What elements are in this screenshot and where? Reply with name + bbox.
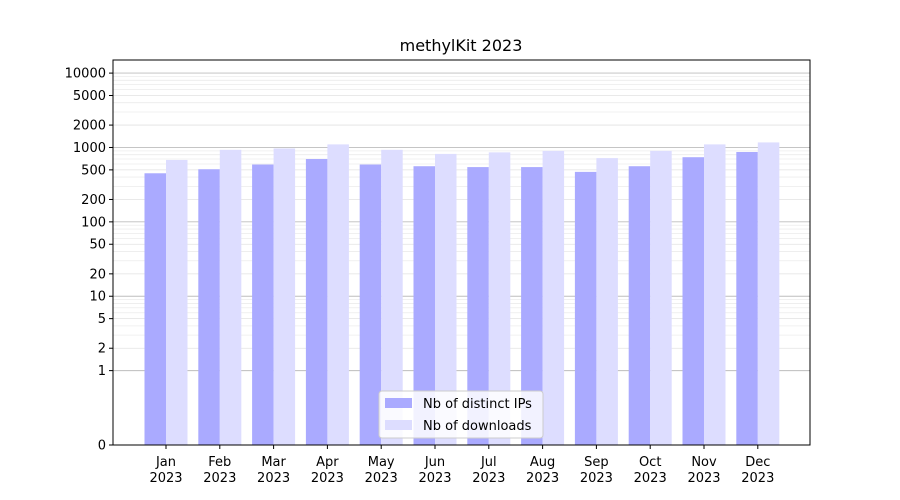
y-axis: 0 1 2 5 10 20 50 100 200 500 1000 2000 5000 10000 [65,67,113,454]
bar-downloads [596,158,618,445]
x-tick-label-line: 2023 [257,471,290,486]
x-tick-label-line: 2023 [203,471,236,486]
x-tick-label-line: Jan [155,455,176,470]
bar-downloads [704,144,726,445]
x-tick-label: Sep 2023 [580,455,613,486]
x-tick-label-line: 2023 [526,471,559,486]
y-tick-label: 50 [89,238,106,253]
legend-label-distinct-ips: Nb of distinct IPs [423,397,532,412]
bar-distinct-ips [305,158,328,445]
legend: Nb of distinct IPs Nb of downloads [378,390,544,439]
legend-label-downloads: Nb of downloads [423,419,532,434]
x-tick-label: Feb 2023 [203,455,236,486]
x-tick-label: Mar 2023 [257,455,290,486]
x-tick-label-line: Apr [316,455,339,470]
y-tick-label: 1000 [73,141,106,156]
y-tick-label: 5000 [73,89,106,104]
y-tick-label: 10000 [65,67,106,82]
bar-distinct-ips [574,171,597,445]
bar-downloads [650,150,672,446]
x-tick-label: Aug 2023 [526,455,559,486]
legend-box [378,390,544,439]
legend-swatch-downloads [385,420,412,430]
x-tick-label-line: 2023 [149,471,182,486]
y-tick-label: 1 [98,364,106,379]
x-tick-label-line: 2023 [580,471,613,486]
x-tick-label-line: Aug [530,455,555,470]
bar-distinct-ips [198,169,220,446]
y-tick-label: 2 [98,342,106,357]
x-tick-label-line: Dec [745,455,770,470]
legend-swatch-distinct-ips [385,398,412,408]
y-tick-label: 0 [98,439,106,454]
bar-downloads [327,144,349,445]
x-tick-label-line: Jun [424,455,445,470]
x-tick-label-line: Mar [261,455,286,470]
x-tick-label: Nov 2023 [687,455,720,486]
x-tick-label-line: 2023 [634,471,667,486]
bar-distinct-ips [736,151,758,445]
bar-distinct-ips [467,167,489,445]
bar-downloads [219,149,242,445]
y-tick-label: 20 [89,267,106,282]
x-tick-label-line: 2023 [365,471,398,486]
x-tick-label-line: Jul [480,455,497,470]
x-tick-label-line: 2023 [741,471,774,486]
x-tick-label: May 2023 [365,455,398,486]
y-tick-label: 5 [98,312,106,327]
bar-downloads [381,149,403,445]
x-tick-label-line: 2023 [472,471,505,486]
x-tick-label: Dec 2023 [741,455,774,486]
bar-downloads [435,153,457,445]
plot-frame [112,59,811,446]
bar-distinct-ips [144,173,166,445]
y-tick-label: 10 [89,290,106,305]
y-tick-label: 100 [81,215,106,230]
x-tick-label: Jun 2023 [418,455,451,486]
x-tick-label-line: Nov [691,455,717,470]
y-tick-label: 2000 [73,119,106,134]
x-tick-label: Apr 2023 [311,455,344,486]
x-tick-label: Jul 2023 [472,455,505,486]
bar-downloads [542,150,565,446]
y-tick-label: 200 [81,193,106,208]
bar-distinct-ips [413,166,435,446]
bar-distinct-ips [359,164,382,445]
x-tick-label-line: Oct [639,455,661,470]
x-tick-label-line: May [368,455,395,470]
x-tick-label-line: Sep [584,455,609,470]
bar-downloads [757,142,780,446]
bar-distinct-ips [682,157,704,445]
x-tick-label-line: 2023 [311,471,344,486]
bar-downloads [273,148,296,445]
x-tick-label-line: 2023 [418,471,451,486]
bar-distinct-ips [628,166,651,446]
bar-distinct-ips [252,164,274,445]
bar-downloads [488,152,511,446]
chart-title: methylKit 2023 [400,36,523,55]
bars [144,142,780,446]
bar-downloads [166,159,188,445]
x-tick-label-line: 2023 [687,471,720,486]
x-tick-label: Oct 2023 [634,455,667,486]
x-tick-label: Jan 2023 [149,455,182,486]
y-tick-label: 500 [81,163,106,178]
bar-distinct-ips [521,167,543,445]
x-tick-label-line: Feb [208,455,231,470]
